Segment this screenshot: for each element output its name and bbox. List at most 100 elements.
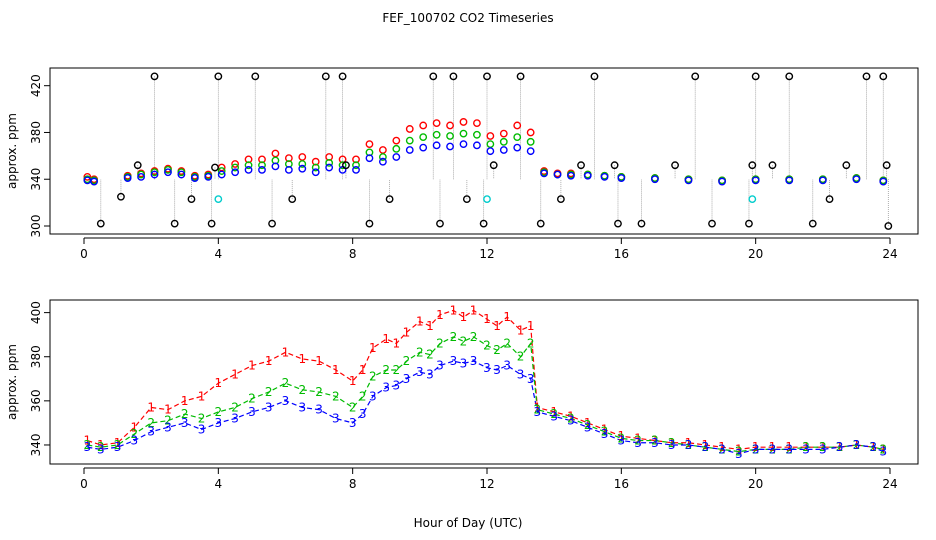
point-series-flagged [117, 192, 125, 201]
point-series-flagged [745, 219, 753, 228]
point-label-series-1: 1 [527, 319, 535, 333]
point-series-3 [352, 165, 360, 174]
y-tick-label: 360 [29, 389, 43, 412]
point-series-flagged [449, 72, 458, 81]
point-series-1 [513, 121, 522, 130]
point-label-series-1: 1 [349, 374, 357, 388]
point-series-3 [204, 172, 213, 181]
point-label-series-3: 3 [315, 403, 323, 417]
point-label-series-3: 3 [879, 445, 887, 459]
point-label-series-2: 2 [651, 434, 659, 448]
point-label-series-2: 2 [147, 416, 155, 430]
point-label-series-2: 2 [601, 425, 609, 439]
point-label-series-2: 2 [248, 392, 256, 406]
point-label-series-3: 3 [534, 405, 542, 419]
point-series-2 [244, 161, 253, 170]
point-series-1 [83, 172, 92, 181]
point-series-flagged [462, 195, 471, 204]
point-series-1 [459, 118, 468, 126]
point-series-3 [617, 174, 626, 182]
point-series-1 [526, 128, 535, 137]
point-label-series-3: 3 [198, 423, 206, 437]
point-label-series-3: 3 [382, 381, 390, 395]
point-label-series-2: 2 [315, 385, 323, 399]
point-label-series-2: 2 [527, 337, 535, 351]
point-label-series-2: 2 [718, 442, 726, 456]
x-axis-label: Hour of Day (UTC) [414, 516, 523, 530]
point-label-series-1: 1 [97, 438, 105, 452]
point-label-series-3: 3 [460, 356, 468, 370]
y-tick-label: 400 [29, 301, 43, 324]
point-series-3 [567, 171, 575, 180]
point-series-flagged [862, 72, 871, 81]
line-series-2 [87, 336, 884, 453]
point-series-flagged [342, 161, 350, 170]
point-series-2 [137, 170, 145, 179]
x-tick-label: 4 [215, 247, 223, 261]
point-series-3 [600, 172, 609, 181]
point-label-series-3: 3 [147, 425, 155, 439]
point-label-series-2: 2 [819, 440, 827, 454]
point-series-2 [150, 168, 159, 177]
point-label-series-2: 2 [668, 436, 676, 450]
point-label-series-1: 1 [164, 403, 172, 417]
point-series-flagged [882, 161, 891, 170]
point-label-series-3: 3 [349, 416, 357, 430]
top-axes: 0 4 8 12 16 20 24 300 340 380 420 [29, 74, 898, 261]
point-label-series-1: 1 [426, 319, 434, 333]
point-label-series-1: 1 [879, 442, 887, 456]
point-label-series-3: 3 [853, 438, 861, 452]
point-label-series-2: 2 [879, 442, 887, 456]
point-series-3 [718, 177, 726, 186]
point-series-3 [123, 174, 132, 182]
point-series-3 [325, 163, 334, 172]
point-label-series-2: 2 [403, 354, 411, 368]
point-label-series-2: 2 [735, 445, 743, 459]
point-series-flagged [808, 219, 817, 228]
point-label-series-2: 2 [231, 400, 239, 414]
point-label-series-2: 2 [853, 438, 861, 452]
point-label-series-1: 1 [332, 363, 340, 377]
point-series-1 [486, 132, 495, 140]
x-tick-label: 20 [748, 247, 763, 261]
point-label-series-1: 1 [493, 319, 501, 333]
point-series-3 [378, 157, 387, 166]
point-label-series-1: 1 [701, 438, 709, 452]
point-label-series-1: 1 [181, 394, 189, 408]
point-label-series-1: 1 [470, 303, 478, 317]
x-tick-label: 24 [882, 477, 897, 491]
point-series-3 [526, 147, 535, 156]
point-label-series-3: 3 [503, 359, 511, 373]
point-label-series-2: 2 [701, 440, 709, 454]
point-series-flagged [268, 219, 276, 228]
point-label-series-3: 3 [483, 361, 491, 375]
point-label-series-2: 2 [685, 438, 693, 452]
point-series-flagged [536, 219, 545, 228]
point-series-flagged [288, 195, 297, 204]
point-label-series-1: 1 [282, 345, 290, 359]
point-series-3 [365, 154, 374, 163]
point-label-series-1: 1 [450, 303, 458, 317]
point-series-3 [540, 169, 548, 178]
point-series-flagged [489, 161, 498, 170]
x-tick-label: 12 [479, 247, 494, 261]
point-label-series-3: 3 [584, 420, 592, 434]
point-label-series-2: 2 [460, 334, 468, 348]
point-label-series-3: 3 [869, 440, 877, 454]
point-series-3 [392, 153, 401, 161]
point-series-flagged [785, 72, 794, 81]
line-series-1 [87, 309, 884, 450]
point-label-series-2: 2 [369, 370, 377, 384]
point-series-1 [365, 140, 374, 149]
point-series-flagged [214, 72, 223, 81]
y-tick-label: 340 [29, 434, 43, 457]
point-label-series-3: 3 [752, 442, 760, 456]
y-tick-label: 420 [29, 74, 43, 97]
point-series-flagged [251, 72, 260, 81]
point-series-flagged [825, 195, 834, 204]
top-y-axis-label: approx. ppm [5, 113, 19, 189]
point-label-series-1: 1 [584, 416, 592, 430]
point-series-flagged [211, 163, 219, 172]
point-label-series-1: 1 [369, 341, 377, 355]
